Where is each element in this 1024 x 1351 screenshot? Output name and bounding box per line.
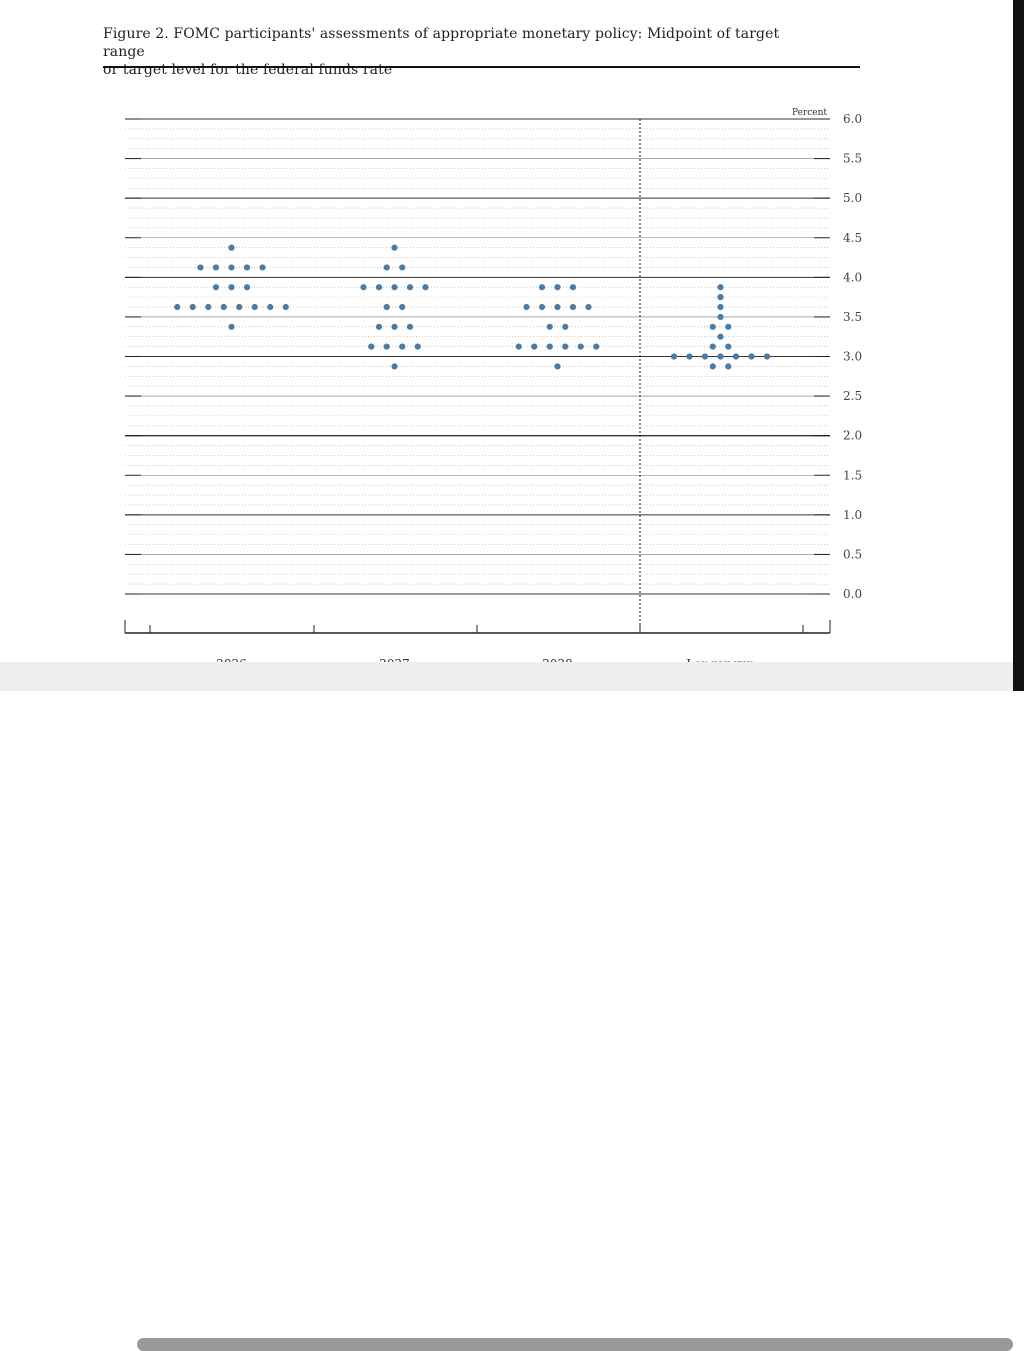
dot-participant xyxy=(562,323,569,330)
dot-participant xyxy=(725,363,732,370)
y-tick-label: 5.5 xyxy=(843,152,862,166)
y-tick-label: 0.5 xyxy=(843,547,862,561)
dot-participant xyxy=(251,303,258,311)
dot-participant xyxy=(686,353,693,360)
dot-participant xyxy=(523,303,530,311)
dot-participant xyxy=(569,284,577,291)
dot-participant xyxy=(360,284,367,291)
dot-participant xyxy=(267,303,274,311)
y-tick-label: 6.0 xyxy=(843,112,862,126)
dot-participant xyxy=(399,343,406,350)
x-category-label: 2026 xyxy=(216,657,247,662)
dot-participant xyxy=(709,363,716,370)
dot-participant xyxy=(569,303,577,311)
dot-participant xyxy=(717,294,724,301)
y-tick-label: 3.0 xyxy=(843,350,862,364)
dot-participant xyxy=(585,303,592,311)
dot-participant xyxy=(391,284,398,291)
dot-participant xyxy=(763,353,771,360)
dot-participant xyxy=(515,343,522,350)
dot-participant xyxy=(414,343,421,350)
dot-participant xyxy=(717,284,724,291)
dot-participant xyxy=(391,244,398,251)
scrollbar-thumb[interactable] xyxy=(137,1338,1013,1351)
dot-participant xyxy=(748,353,755,360)
dot-participant xyxy=(531,343,538,350)
dot-participant xyxy=(228,284,235,291)
dot-participant xyxy=(701,353,709,360)
x-category-label: Longer run xyxy=(686,657,755,662)
dot-participant xyxy=(383,264,390,271)
dot-participant xyxy=(368,343,375,350)
dot-participant xyxy=(577,343,584,350)
dot-participant xyxy=(236,303,243,311)
dot-participant xyxy=(546,323,553,330)
dot-participant xyxy=(243,264,251,271)
dot-participant xyxy=(189,303,196,311)
dot-participant xyxy=(406,323,414,330)
y-tick-label: 2.5 xyxy=(843,389,862,403)
y-tick-label: 4.0 xyxy=(843,270,862,284)
dot-participant xyxy=(717,353,724,360)
y-tick-label: 3.5 xyxy=(843,310,862,324)
window-edge xyxy=(1013,0,1024,691)
dot-participant xyxy=(554,284,561,291)
dot-participant xyxy=(212,284,220,291)
figure-title-line-1: Figure 2. FOMC participants' assessments… xyxy=(103,26,780,60)
dot-participant xyxy=(375,323,383,330)
dot-participant xyxy=(406,284,414,291)
dot-participant xyxy=(593,343,600,350)
dot-participant xyxy=(709,323,716,330)
dot-participant xyxy=(538,284,546,291)
x-category-label: 2028 xyxy=(542,657,573,662)
y-tick-label: 4.5 xyxy=(843,231,862,245)
y-axis-unit-label: Percent xyxy=(792,108,827,118)
dot-participant xyxy=(383,303,390,311)
dot-participant xyxy=(546,343,553,350)
dot-participant xyxy=(228,264,235,271)
dot-participant xyxy=(709,343,716,350)
dot-participant xyxy=(212,264,220,271)
y-tick-label: 1.5 xyxy=(843,468,862,482)
dot-participant xyxy=(391,363,398,370)
dot-plot-chart: 6.0 5.5 5.0 4.5 4.0 3.5 3.0 2.5 2.0 1.5 1.0 0.5 0.0 P… xyxy=(124,108,862,662)
dot-participant xyxy=(375,284,383,291)
dot-participant xyxy=(259,264,266,271)
y-tick-label: 2.0 xyxy=(843,429,862,443)
dot-participant xyxy=(717,333,724,340)
dot-participant xyxy=(732,353,740,360)
dot-participant xyxy=(422,284,429,291)
horizontal-scrollbar[interactable] xyxy=(0,662,1013,1351)
dot-participant xyxy=(383,343,390,350)
dot-participant xyxy=(717,303,724,311)
dot-participant xyxy=(205,303,212,311)
dot-participant xyxy=(725,323,732,330)
dot-participant xyxy=(228,323,235,330)
dot-participant xyxy=(538,303,546,311)
dot-participant xyxy=(670,353,678,360)
dot-participant xyxy=(399,303,406,311)
dot-participant xyxy=(220,303,227,311)
y-tick-label: 0.0 xyxy=(843,587,862,601)
dot-participant xyxy=(197,264,204,271)
y-tick-label: 5.0 xyxy=(843,191,862,205)
x-category-label: 2027 xyxy=(379,657,410,662)
dot-participant xyxy=(174,303,181,311)
title-rule xyxy=(103,66,860,68)
dot-participant xyxy=(554,303,561,311)
y-tick-label: 1.0 xyxy=(843,508,862,522)
dot-participant xyxy=(562,343,569,350)
dot-participant xyxy=(282,303,289,311)
dot-participant xyxy=(717,313,724,321)
dot-participant xyxy=(391,323,398,330)
dot-participant xyxy=(243,284,251,291)
dot-participant xyxy=(554,363,561,370)
dot-participant xyxy=(399,264,406,271)
dot-participant xyxy=(725,343,732,350)
dot-participant xyxy=(228,244,235,251)
